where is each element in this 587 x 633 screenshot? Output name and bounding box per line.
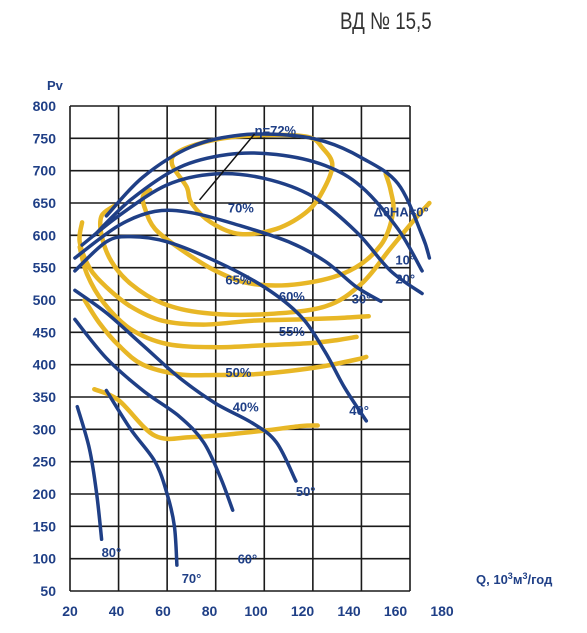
efficiency-curve-70: [140, 171, 396, 288]
blade-label-10: 10°: [395, 252, 415, 267]
blade-curve-10: [92, 151, 424, 273]
x-tick-label: 180: [430, 603, 454, 619]
y-tick-label: 400: [33, 357, 57, 373]
x-tick-label: 60: [155, 603, 171, 619]
efficiency-label-55: 55%: [279, 324, 305, 339]
blade-label-40: 40°: [349, 403, 369, 418]
blade-label-20: 20°: [395, 272, 415, 287]
blade-label-30: 30°: [352, 292, 372, 307]
blade-curve-50: [73, 288, 298, 483]
blade-angle-curves: [73, 132, 432, 567]
chart-grid: [69, 105, 411, 592]
blade-curve-20: [80, 171, 424, 296]
x-tick-label: 120: [291, 603, 315, 619]
y-tick-label: 100: [33, 551, 57, 567]
curve-labels: ΔθНА=0° 10° 20° 30° 40° 50° 60° 70° 80° η=72% 70% 6…: [102, 123, 429, 586]
y-tick-label: 750: [33, 130, 57, 146]
y-tick-label: 600: [33, 227, 57, 243]
blade-label-60: 60°: [238, 552, 258, 567]
blade-label-80: 80°: [102, 545, 122, 560]
blade-label-50: 50°: [296, 484, 316, 499]
blade-curve-70: [104, 388, 179, 567]
x-tick-label: 80: [202, 603, 218, 619]
x-tick-label: 40: [109, 603, 125, 619]
blade-curve-80: [75, 404, 104, 542]
y-tick-label: 50: [40, 583, 56, 599]
blade-curve-60: [73, 317, 235, 512]
x-tick-label: 100: [244, 603, 268, 619]
y-axis-label: Pv: [47, 78, 64, 93]
efficiency-label-60: 60%: [279, 289, 305, 304]
blade-curve-30: [73, 208, 383, 304]
blade-label-0: ΔθНА=0°: [374, 204, 429, 219]
efficiency-curve-55: [77, 244, 359, 350]
chart-title: ВД № 15,5: [340, 8, 432, 35]
y-tick-label: 800: [33, 98, 57, 114]
y-tick-label: 500: [33, 292, 57, 308]
y-tick-label: 150: [33, 518, 57, 534]
blade-curve-0: [104, 132, 432, 260]
x-tick-label: 140: [337, 603, 361, 619]
x-tick-labels: 20 40 60 80 100 120 140 160 180: [62, 603, 454, 619]
y-tick-label: 350: [33, 389, 57, 405]
x-axis-label: Q, 103м3/год: [476, 571, 553, 587]
x-tick-label: 160: [384, 603, 408, 619]
y-tick-label: 300: [33, 421, 57, 437]
efficiency-leader-line: [198, 133, 256, 201]
blade-label-70: 70°: [182, 571, 202, 586]
efficiency-curves: [77, 132, 432, 442]
efficiency-curve-72: [169, 132, 335, 237]
efficiency-curve-50: [82, 297, 369, 378]
y-tick-label: 700: [33, 163, 57, 179]
efficiency-label-72: η=72%: [255, 123, 297, 138]
y-tick-label: 200: [33, 486, 57, 502]
y-tick-label: 550: [33, 260, 57, 276]
y-tick-label: 250: [33, 454, 57, 470]
efficiency-label-70: 70%: [228, 201, 254, 216]
efficiency-curve-40: [92, 386, 320, 442]
efficiency-label-65: 65%: [225, 272, 251, 287]
y-tick-labels: 50 100 150 200 250 300 350 400 450 500 550 600 650 70…: [33, 98, 57, 599]
efficiency-label-40: 40%: [233, 400, 259, 415]
y-tick-label: 650: [33, 195, 57, 211]
x-tick-label: 20: [62, 603, 78, 619]
efficiency-label-50: 50%: [225, 365, 251, 380]
y-tick-label: 450: [33, 324, 57, 340]
blade-curve-40: [73, 234, 369, 423]
